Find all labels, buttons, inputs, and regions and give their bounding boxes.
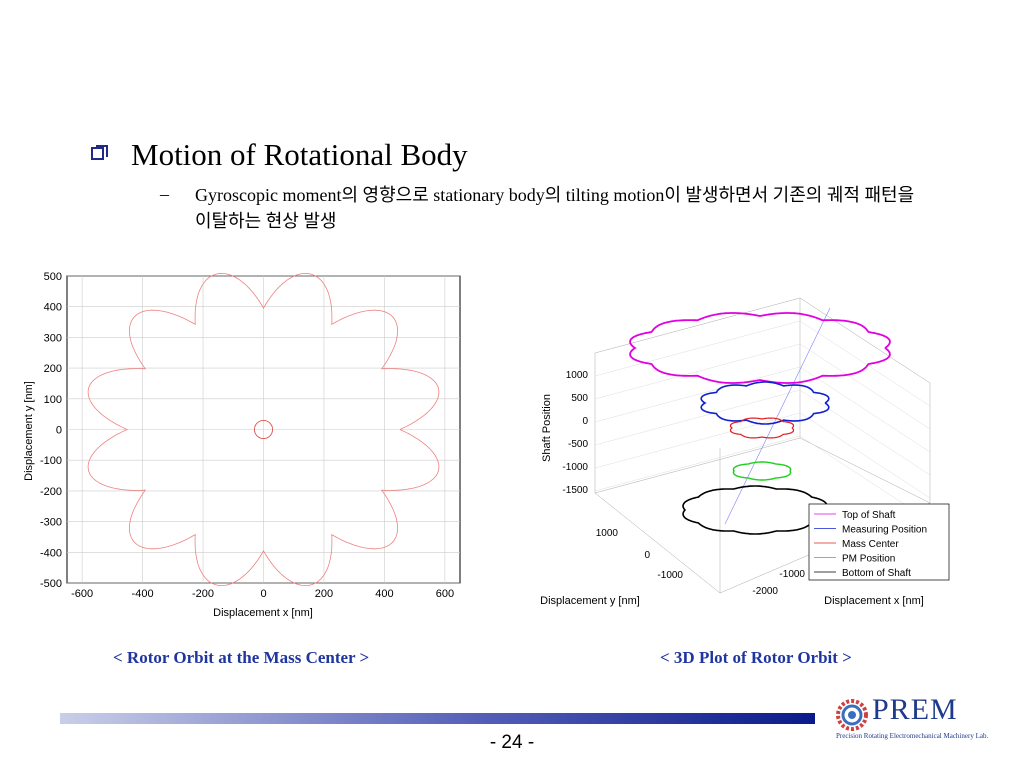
- scalloped-orbit-line: [87, 272, 440, 587]
- grid-line: [799, 343, 931, 430]
- grid-line: [594, 366, 801, 423]
- grid-line: [799, 389, 931, 476]
- subtitle-dash: –: [160, 184, 169, 204]
- x-tick-label: -600: [71, 588, 93, 600]
- bottom-of-shaft-orbit: [682, 485, 828, 535]
- tick-labels: -600 -400 -200 0 200 400 600 500 400 300 200 100 0 -1…: [40, 271, 454, 600]
- legend-label: Bottom of Shaft: [842, 568, 911, 579]
- x-tick-label: -1000: [779, 569, 805, 580]
- footer-bar: [60, 713, 815, 724]
- slide-title: Motion of Rotational Body: [131, 137, 468, 172]
- x-axis-label: Displacement x [nm]: [213, 607, 313, 619]
- logo-subtitle: Precision Rotating Electromechanical Mac…: [836, 732, 989, 740]
- orbit-3d-chart: 10005000-500-1000-150010000-1000-2000-10…: [540, 297, 950, 607]
- grid-line: [594, 389, 801, 446]
- slide-subtitle: Gyroscopic moment의 영향으로 stationary body의…: [195, 185, 915, 231]
- z-tick-label: 1000: [566, 370, 589, 381]
- logo-name: PREM: [872, 693, 958, 726]
- orbit-2d-chart: -600 -400 -200 0 200 400 600 500 400 300 200 100 0 -1…: [23, 271, 461, 619]
- y-axis-label: Displacement y [nm]: [23, 381, 35, 481]
- y-axis-label-3d: Displacement y [nm]: [540, 595, 640, 607]
- x-tick-label: 200: [315, 588, 333, 600]
- y-tick-label: 0: [56, 425, 62, 437]
- y-tick-label: 300: [44, 332, 62, 344]
- orbit-lines: [87, 272, 440, 587]
- x-tick-label: -400: [132, 588, 154, 600]
- x-tick-label: 600: [436, 588, 454, 600]
- axis-edge: [594, 437, 801, 494]
- legend: Top of Shaft Measuring Position Mass Cente…: [808, 503, 950, 581]
- legend-label: Top of Shaft: [842, 510, 896, 521]
- grid-line: [594, 412, 801, 469]
- measuring-position-orbit: [700, 381, 830, 425]
- y-tick-label: -500: [40, 578, 62, 590]
- grid-line: [799, 320, 931, 407]
- checkbox-bullet-icon: [91, 145, 108, 160]
- legend-box: [808, 503, 950, 581]
- y-tick-label: 200: [44, 363, 62, 375]
- page-number: - 24 -: [489, 732, 535, 753]
- grid-line: [594, 343, 801, 400]
- gear-logo-icon: [836, 699, 868, 731]
- z-tick-label: 0: [582, 416, 588, 427]
- x-tick-label: -2000: [752, 586, 778, 597]
- y-tick-label: 100: [44, 394, 62, 406]
- x-tick-label: 0: [260, 588, 266, 600]
- 3d-tick-labels: 10005000-500-1000-150010000-1000-2000-10…: [562, 370, 805, 597]
- z-tick-label: -500: [568, 439, 588, 450]
- y-tick-label: -1000: [657, 570, 683, 581]
- axis-edge: [799, 437, 931, 504]
- y-tick-label: -100: [40, 455, 62, 467]
- y-tick-label: -300: [40, 517, 62, 529]
- axis-edge: [594, 492, 721, 594]
- z-tick-label: -1000: [562, 462, 588, 473]
- y-tick-label: 500: [44, 271, 62, 283]
- caption-right: < 3D Plot of Rotor Orbit >: [660, 648, 852, 667]
- top-of-shaft-orbit: [629, 312, 891, 384]
- 3d-orbit-curves: [629, 307, 891, 535]
- inner-orbit-line: [253, 419, 274, 440]
- z-tick-label: 500: [571, 393, 588, 404]
- legend-label: Measuring Position: [842, 525, 927, 536]
- y-tick-label: 400: [44, 302, 62, 314]
- grid-line: [799, 366, 931, 453]
- grid-line: [594, 320, 801, 377]
- x-tick-label: 400: [375, 588, 393, 600]
- legend-label: Mass Center: [842, 539, 899, 550]
- 3d-axes-box: [594, 297, 931, 594]
- prem-logo: PREM Precision Rotating Electromechanica…: [834, 693, 1004, 747]
- grid-line: [799, 412, 931, 499]
- z-axis-label: Shaft Position: [541, 394, 553, 462]
- mass-center-orbit: [729, 417, 795, 439]
- y-tick-label: 1000: [596, 528, 619, 539]
- x-axis-label-3d: Displacement x [nm]: [824, 595, 924, 607]
- shaft-axis-line: [724, 307, 831, 525]
- axis-edge: [594, 297, 801, 354]
- y-tick-label: 0: [644, 550, 650, 561]
- axis-edge: [799, 297, 931, 384]
- caption-left: < Rotor Orbit at the Mass Center >: [113, 648, 370, 667]
- pm-position-orbit: [732, 461, 792, 481]
- x-tick-label: -200: [192, 588, 214, 600]
- z-tick-label: -1500: [562, 485, 588, 496]
- y-tick-label: -200: [40, 486, 62, 498]
- grid: [67, 275, 460, 584]
- legend-label: PM Position: [842, 554, 895, 565]
- y-tick-label: -400: [40, 547, 62, 559]
- grid-line: [594, 435, 801, 492]
